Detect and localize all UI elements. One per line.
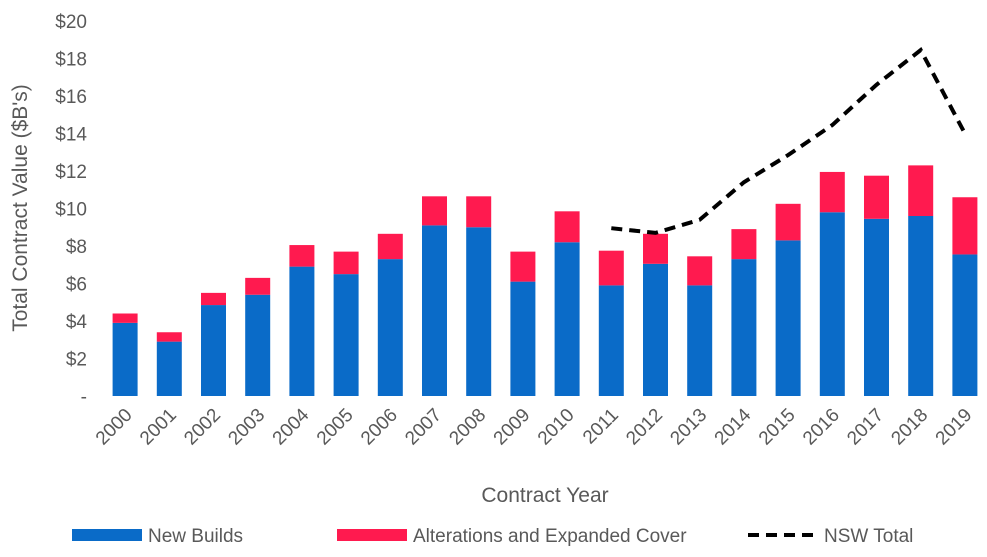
bar-segment — [377, 233, 403, 260]
bar-segment — [510, 281, 536, 396]
bar-segment — [864, 218, 889, 396]
x-tick-label: 2017 — [843, 405, 888, 450]
y-tick-label: $18 — [55, 50, 87, 71]
bar-segment — [731, 229, 757, 260]
bar-segment — [687, 285, 713, 396]
y-tick-label: $2 — [66, 350, 87, 371]
x-tick-label: 2011 — [579, 405, 623, 449]
bar-segment — [201, 305, 226, 396]
bar-segment — [112, 322, 138, 396]
bar-segment — [466, 196, 492, 228]
legend-swatch — [337, 529, 407, 541]
x-axis-title: Contract Year — [481, 484, 608, 507]
x-tick-label: 2019 — [932, 405, 977, 450]
y-axis-title: Total Contract Value ($B's) — [9, 84, 32, 332]
bar-segment — [643, 233, 668, 264]
x-tick-label: 2003 — [224, 405, 269, 450]
y-tick-label: $12 — [55, 162, 87, 183]
bar-segment — [245, 294, 271, 396]
y-tick-label: $4 — [66, 312, 88, 333]
bar-segment — [687, 256, 713, 286]
bar-segment — [289, 245, 315, 267]
x-tick-label: 2014 — [711, 404, 756, 449]
bar-segment — [952, 197, 978, 255]
bar-segment — [156, 332, 182, 342]
bar-segment — [864, 175, 889, 219]
bar-segment — [643, 263, 668, 396]
x-tick-label: 2013 — [666, 405, 711, 450]
bar-segment — [333, 274, 359, 396]
x-tick-label: 2007 — [401, 405, 446, 450]
x-tick-label: 2016 — [799, 405, 844, 450]
legend-label: Alterations and Expanded Cover — [413, 526, 687, 547]
bar-segment — [333, 251, 359, 275]
bar-segment — [775, 203, 801, 241]
y-tick-label: $10 — [55, 200, 87, 221]
bar-segment — [422, 225, 447, 396]
x-tick-label: 2009 — [490, 405, 535, 450]
y-tick-label: $20 — [55, 12, 87, 33]
x-tick-label: 2001 — [136, 405, 181, 450]
bar-segment — [908, 165, 934, 216]
y-tick-label: $6 — [66, 275, 87, 296]
bar-segment — [245, 277, 271, 295]
bar-segment — [554, 242, 580, 396]
x-tick-label: 2008 — [445, 405, 490, 450]
x-tick-label: 2004 — [269, 404, 314, 449]
legend-label: New Builds — [148, 526, 243, 547]
bar-segment — [510, 251, 536, 282]
x-tick-label: 2018 — [887, 405, 932, 450]
x-tick-label: 2002 — [180, 405, 225, 450]
bar-segment — [819, 212, 845, 396]
bar-segment — [775, 240, 801, 396]
bar-segment — [156, 341, 182, 396]
bar-segment — [952, 254, 978, 396]
bar-segment — [422, 196, 447, 226]
bar-segment — [377, 259, 403, 396]
x-tick-label: 2012 — [622, 405, 667, 450]
x-tick-label: 2010 — [534, 405, 579, 450]
y-tick-label: $16 — [55, 87, 87, 108]
legend-swatch — [72, 529, 142, 541]
bar-segment — [819, 171, 845, 213]
x-tick-label: 2006 — [357, 405, 402, 450]
line — [611, 47, 967, 235]
y-tick-label: $14 — [55, 125, 87, 146]
bar-segment — [731, 259, 757, 396]
x-tick-label: 2000 — [92, 405, 137, 450]
bar-segment — [289, 266, 315, 396]
bar-segment — [554, 211, 580, 243]
bar-segment — [466, 227, 492, 396]
bar-segment — [112, 313, 138, 323]
x-tick-label: 2015 — [755, 405, 800, 450]
y-tick-label: $8 — [66, 237, 87, 258]
legend-label: NSW Total — [824, 526, 913, 547]
bar-segment — [598, 250, 624, 286]
bar-segment — [201, 292, 226, 306]
y-tick-label: - — [81, 387, 87, 408]
bar-segment — [598, 285, 624, 396]
bar-segment — [908, 216, 934, 396]
x-tick-label: 2005 — [313, 405, 358, 450]
